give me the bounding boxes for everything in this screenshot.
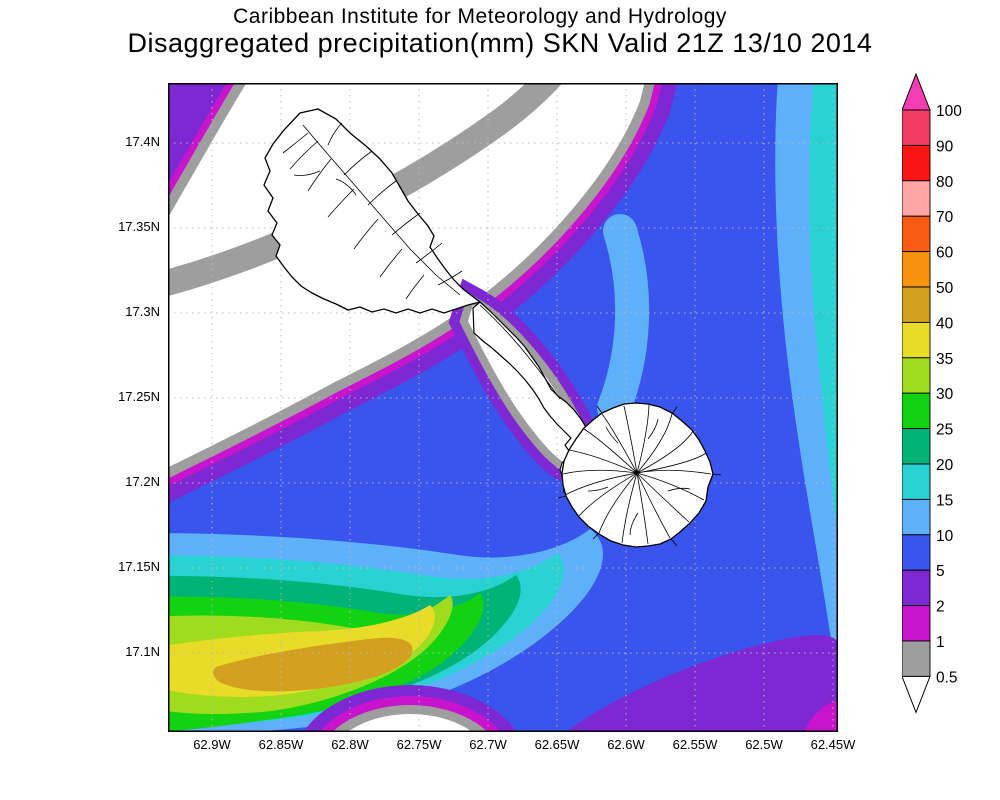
colorbar-label: 1 bbox=[936, 634, 945, 651]
colorbar-box-25-30 bbox=[902, 392, 931, 430]
map-canvas bbox=[168, 83, 838, 732]
st-kitts-drainage bbox=[282, 122, 561, 400]
colorbar-canvas: 100 90 80 70 60 50 40 35 30 25 20 15 10 … bbox=[902, 72, 962, 714]
colorbar-box-90-100 bbox=[902, 109, 931, 146]
lon-tick-label: 62.85W bbox=[258, 737, 304, 752]
lon-tick-label: 62.75W bbox=[396, 737, 442, 752]
st-kitts-island bbox=[263, 108, 591, 494]
spot-dry-core bbox=[347, 714, 473, 732]
lon-tick-label: 62.5W bbox=[745, 737, 783, 752]
colorbar-label: 10 bbox=[936, 528, 954, 545]
band-10-15mm-channel bbox=[597, 214, 650, 425]
colorbar-label: 5 bbox=[936, 563, 945, 580]
colorbar-label: 90 bbox=[936, 138, 954, 155]
colorbar-label: 60 bbox=[936, 245, 954, 262]
colorbar-label: 25 bbox=[936, 422, 953, 439]
colorbar-label: 2 bbox=[936, 599, 945, 616]
lat-tick-label: 17.35N bbox=[118, 219, 160, 234]
colorbar-boxes bbox=[902, 109, 931, 677]
lon-tick-label: 62.9W bbox=[193, 737, 231, 752]
map-title: Disaggregated precipitation(mm) SKN Vali… bbox=[127, 28, 873, 58]
colorbar-box-35-40 bbox=[902, 321, 931, 359]
lon-tick-label: 62.7W bbox=[469, 737, 507, 752]
band-1-2mm-bottom-right bbox=[804, 701, 838, 732]
lon-tick-label: 62.55W bbox=[672, 737, 718, 752]
lon-tick-label: 62.6W bbox=[607, 737, 645, 752]
lat-tick-label: 17.4N bbox=[125, 134, 160, 149]
band-40-50mm-core bbox=[213, 637, 413, 692]
colorbar-box-30-35 bbox=[902, 357, 931, 394]
nevis-island bbox=[557, 402, 722, 548]
band-2-5mm-bottom-right bbox=[566, 635, 838, 732]
colorbar-arrow-over-100 bbox=[902, 72, 931, 111]
colorbar-box-1-2 bbox=[902, 605, 931, 642]
precipitation-map bbox=[168, 83, 838, 732]
bottom-dry-spot bbox=[303, 685, 517, 732]
st-kitts-coastline bbox=[263, 108, 482, 314]
page-title: Caribbean Institute for Meteorology and … bbox=[233, 5, 727, 28]
lon-tick-label: 62.45W bbox=[810, 737, 856, 752]
colorbar-box-60-70 bbox=[902, 215, 931, 253]
lon-tick-label: 62.65W bbox=[534, 737, 580, 752]
colorbar-label: 80 bbox=[936, 174, 954, 191]
colorbar-label: 30 bbox=[936, 386, 954, 403]
colorbar-label: 40 bbox=[936, 315, 954, 332]
colorbar-box-15-20 bbox=[902, 463, 931, 500]
colorbar-label: 15 bbox=[936, 492, 953, 509]
nevis-drainage bbox=[557, 404, 722, 547]
colorbar-label: 0.5 bbox=[936, 669, 958, 686]
colorbar-box-0-5-1 bbox=[902, 640, 931, 677]
colorbar-label: 35 bbox=[936, 351, 953, 368]
lat-tick-label: 17.2N bbox=[125, 474, 160, 489]
colorbar-label: 70 bbox=[936, 209, 954, 226]
band-15-20mm-right-edge bbox=[809, 83, 838, 538]
colorbar-label: 20 bbox=[936, 457, 954, 474]
rain-maximum-bands bbox=[168, 529, 603, 732]
map-frame bbox=[168, 83, 838, 732]
gray-stripe-0-5-1mm bbox=[168, 83, 563, 297]
colorbar-labels: 100 90 80 70 60 50 40 35 30 25 20 15 10 … bbox=[936, 103, 962, 686]
colorbar-arrow-under-0-5 bbox=[902, 675, 931, 714]
lat-tick-label: 17.3N bbox=[125, 304, 160, 319]
colorbar-box-2-5 bbox=[902, 569, 931, 607]
colorbar-box-10-15 bbox=[902, 498, 931, 536]
colorbar-box-80-90 bbox=[902, 144, 931, 182]
lat-tick-label: 17.15N bbox=[118, 559, 160, 574]
lon-tick-label: 62.8W bbox=[331, 737, 369, 752]
lat-tick-label: 17.25N bbox=[118, 389, 160, 404]
colorbar-box-20-25 bbox=[902, 428, 931, 465]
lat-tick-label: 17.1N bbox=[125, 644, 160, 659]
precipitation-legend: 100 90 80 70 60 50 40 35 30 25 20 15 10 … bbox=[902, 72, 998, 724]
colorbar-box-40-50 bbox=[902, 286, 931, 323]
colorbar-box-50-60 bbox=[902, 251, 931, 288]
colorbar-label: 100 bbox=[936, 103, 962, 120]
colorbar-label: 50 bbox=[936, 280, 954, 297]
colorbar-box-70-80 bbox=[902, 180, 931, 217]
colorbar-box-5-10 bbox=[902, 534, 931, 571]
